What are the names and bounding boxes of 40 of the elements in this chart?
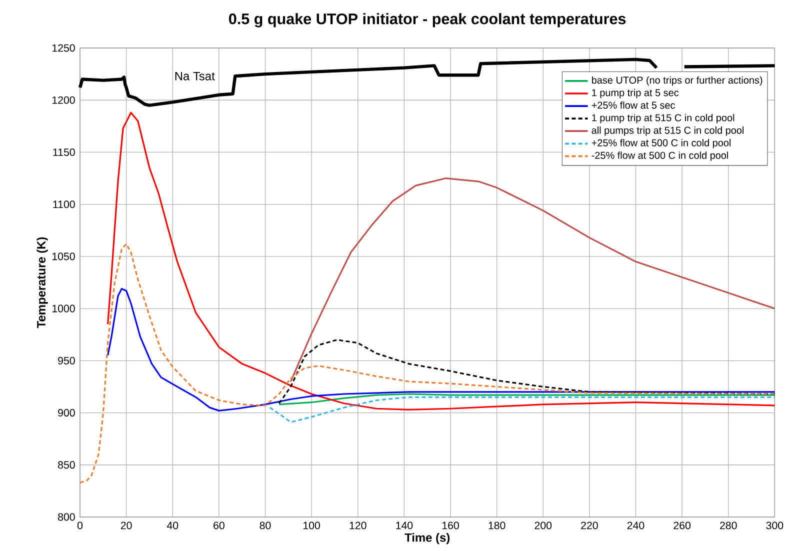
legend-label: all pumps trip at 515 C in cold pool <box>592 126 744 136</box>
legend-label: 1 pump trip at 5 sec <box>592 88 679 98</box>
x-tick-label: 20 <box>120 522 132 530</box>
y-tick-label: 1150 <box>53 148 75 156</box>
x-tick-label: 260 <box>674 522 691 530</box>
legend-label: base UTOP (no trips or further actions) <box>592 76 762 86</box>
y-tick-label: 1200 <box>52 96 75 104</box>
x-tick-label: 40 <box>166 522 178 530</box>
x-axis-title: Time (s) <box>404 533 450 544</box>
line-series <box>290 177 776 382</box>
legend-label: -25% flow at 500 C in cold pool <box>592 152 728 161</box>
y-tick-label: 1250 <box>52 44 75 52</box>
x-tick-label: 140 <box>396 522 413 530</box>
x-tick-label: 160 <box>442 522 459 530</box>
y-tick-label: 1000 <box>52 304 75 312</box>
x-tick-label: 200 <box>534 522 552 530</box>
x-tick-label: 120 <box>350 522 366 530</box>
x-tick-label: 60 <box>214 522 224 530</box>
y-tick-label: 1050 <box>52 252 75 260</box>
x-tick-label: 280 <box>720 522 737 530</box>
line-series <box>278 339 776 404</box>
x-tick-label: 180 <box>488 522 506 530</box>
line-series <box>106 112 776 410</box>
x-tick-label: 0 <box>77 522 83 530</box>
annotation: Na Tsat <box>175 72 215 80</box>
y-tick-label: 950 <box>58 356 75 364</box>
x-tick-label: 220 <box>581 522 598 530</box>
x-tick-label: 240 <box>627 522 644 530</box>
x-tick-label: 80 <box>260 522 271 530</box>
x-tick-label: 300 <box>766 522 784 530</box>
y-tick-label: 1100 <box>53 200 75 208</box>
legend-label: 1 pump trip at 515 C in cold pool <box>592 114 734 124</box>
legend-label: +25% flow at 500 C in cold pool <box>592 139 730 148</box>
y-axis-title: Temperature (K) <box>36 237 48 328</box>
y-tick-label: 900 <box>58 409 75 417</box>
chart-title: 0.5 g quake UTOP initiator - peak coolant temperatures <box>229 13 626 28</box>
x-tick-label: 100 <box>304 522 320 530</box>
y-tick-label: 800 <box>58 513 75 521</box>
legend-label: +25% flow at 5 sec <box>592 101 675 109</box>
y-tick-label: 850 <box>58 461 75 469</box>
